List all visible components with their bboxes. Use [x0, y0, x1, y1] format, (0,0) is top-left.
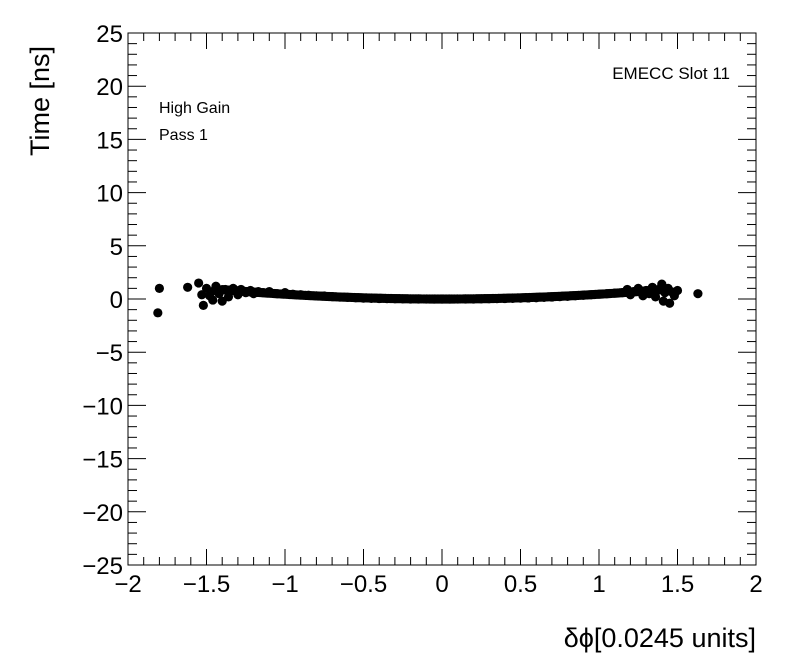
y-tick-label: 25 — [96, 21, 123, 48]
x-tick-label: 1.5 — [661, 571, 694, 598]
data-point — [208, 295, 218, 305]
data-point — [693, 289, 703, 299]
x-tick-label: 0.5 — [504, 571, 537, 598]
data-point — [153, 308, 163, 318]
x-tick-label: −1.5 — [183, 571, 230, 598]
y-tick-label: −20 — [82, 500, 123, 527]
data-point — [198, 300, 208, 310]
annotation-slot: EMECC Slot 11 — [612, 64, 730, 83]
x-tick-label: 1 — [592, 571, 605, 598]
y-tick-label: 20 — [96, 74, 123, 101]
y-tick-label: 10 — [96, 181, 123, 208]
data-point — [154, 283, 164, 293]
x-tick-label: 2 — [749, 571, 762, 598]
y-tick-label: 0 — [110, 287, 123, 314]
y-tick-label: −5 — [96, 340, 123, 367]
x-tick-label: 0 — [435, 571, 448, 598]
x-tick-labels: −2 −1.5 −1 −0.5 0 0.5 1 1.5 2 — [114, 571, 762, 598]
data-point — [665, 298, 675, 308]
y-axis-title: Time [ns] — [25, 46, 55, 156]
y-tick-label: 5 — [110, 234, 123, 261]
axis-ticks — [127, 32, 757, 566]
x-tick-label: −1 — [271, 571, 298, 598]
x-tick-label: −0.5 — [340, 571, 387, 598]
y-tick-labels: −25 −20 −15 −10 −5 0 5 10 15 20 25 — [82, 21, 123, 580]
data-point — [194, 278, 204, 288]
y-tick-label: −25 — [82, 553, 123, 580]
data-points — [153, 278, 703, 318]
annotation-gain: High Gain — [159, 100, 230, 117]
data-point — [183, 282, 193, 292]
data-point — [655, 285, 665, 295]
y-tick-label: 15 — [96, 127, 123, 154]
x-tick-label: −2 — [114, 571, 141, 598]
data-point — [672, 285, 683, 296]
annotation-pass: Pass 1 — [159, 127, 208, 144]
data-point — [201, 283, 212, 293]
y-tick-label: −15 — [82, 447, 123, 474]
y-tick-label: −10 — [82, 393, 123, 420]
data-point — [197, 290, 207, 300]
x-axis-title: δϕ[0.0245 units] — [564, 623, 756, 653]
